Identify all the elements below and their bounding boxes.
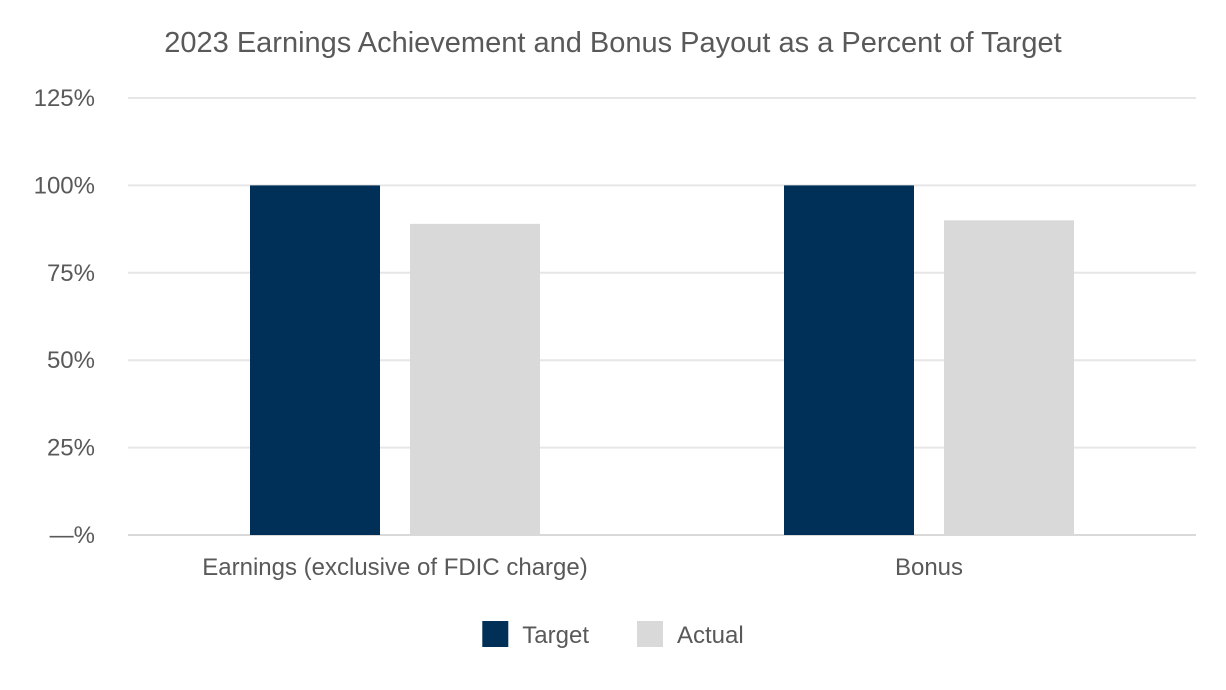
legend-item-target: Target	[482, 621, 589, 649]
legend-swatch	[637, 621, 663, 647]
y-tick-label: 75%	[47, 260, 95, 287]
y-tick-label: —%	[50, 522, 95, 549]
y-tick-label: 25%	[47, 435, 95, 462]
legend-swatch	[482, 621, 509, 647]
bar-actual-0	[410, 223, 540, 535]
legend: Target Actual	[482, 621, 744, 649]
y-tick-label: 125%	[34, 85, 95, 112]
chart-title: 2023 Earnings Achievement and Bonus Payo…	[164, 27, 1061, 59]
x-category-label: Earnings (exclusive of FDIC charge)	[202, 554, 587, 581]
y-axis-tick-labels: —% 25% 50% 75% 100% 125%	[34, 85, 95, 549]
legend-item-actual: Actual	[637, 621, 744, 649]
y-tick-label: 50%	[47, 347, 95, 374]
y-tick-label: 100%	[34, 172, 95, 199]
bar-target-1	[784, 185, 914, 535]
legend-label: Actual	[677, 622, 744, 649]
bar-target-0	[250, 185, 380, 535]
x-category-label: Bonus	[895, 554, 963, 581]
x-axis-category-labels: Earnings (exclusive of FDIC charge) Bonus	[202, 554, 963, 581]
bar-actual-1	[944, 220, 1074, 536]
legend-label: Target	[522, 622, 589, 649]
bars	[250, 185, 1074, 536]
